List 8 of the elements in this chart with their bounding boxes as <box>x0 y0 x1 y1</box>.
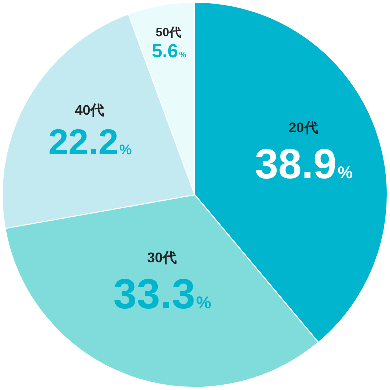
data-label: 22.2% <box>48 121 133 162</box>
slice-label: 40代 <box>75 102 105 118</box>
slice-label: 50代 <box>156 26 182 40</box>
data-label: 5.6% <box>152 42 186 63</box>
data-label: 38.9% <box>255 140 353 188</box>
slice-label: 30代 <box>147 249 177 266</box>
slice-label: 20代 <box>288 119 318 136</box>
data-label: 33.3% <box>114 270 212 318</box>
